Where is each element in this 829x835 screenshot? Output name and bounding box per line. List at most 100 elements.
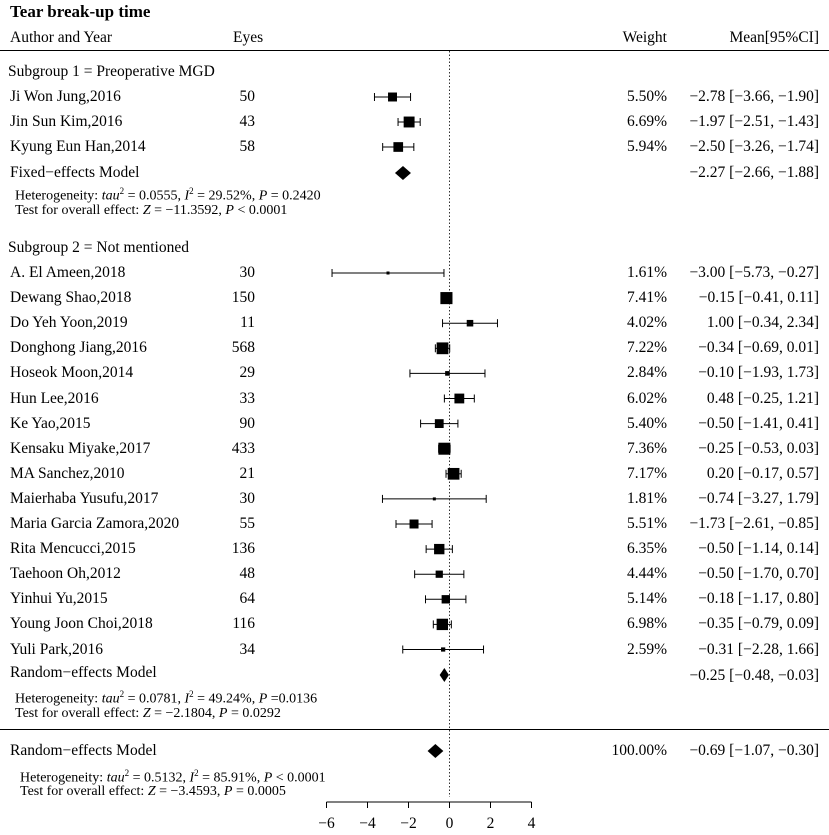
overall-effect-prefix: Test for overall effect: <box>15 203 143 218</box>
study-weight: 5.94% <box>626 138 667 155</box>
overall-effect-prefix: Test for overall effect: <box>15 706 143 721</box>
study-name: Young Joon Choi,2018 <box>10 615 153 633</box>
squared-superscript: 2 <box>119 186 125 196</box>
i2-label: I <box>189 770 195 786</box>
study-weight: 7.22% <box>626 339 667 357</box>
squared-superscript: 2 <box>124 768 130 778</box>
z-value: = −2.1804, <box>150 706 219 721</box>
study-name: A. El Ameen,2018 <box>10 264 126 281</box>
pooled-ci-1: −2.27 [−2.66, −1.88] <box>689 164 819 181</box>
header-rule <box>0 50 829 51</box>
tau2-label: tau <box>101 691 120 707</box>
study-ci: −1.73 [−2.61, −0.85] <box>689 515 819 532</box>
study-name: Donghong Jiang,2016 <box>10 339 147 357</box>
tau2-label: tau <box>101 188 120 204</box>
squared-superscript: 2 <box>189 186 194 196</box>
study-ci: −0.50 [−1.70, 0.70] <box>698 565 819 583</box>
p-label: P <box>263 770 273 786</box>
study-eyes: 29 <box>239 364 256 382</box>
study-eyes: 136 <box>231 540 255 558</box>
p-value: = 0.2420 <box>267 188 321 204</box>
study-name: Kyung Eun Han,2014 <box>10 138 146 155</box>
study-ci: −0.25 [−0.53, 0.03] <box>698 439 819 457</box>
i2-value: = 85.91%, <box>198 770 264 786</box>
study-name: Dewang Shao,2018 <box>10 289 132 307</box>
heterogeneity-prefix: Heterogeneity: <box>20 770 107 786</box>
z-value: = −11.3592, <box>150 203 226 218</box>
weight-square-s2-4 <box>445 371 450 376</box>
study-ci: −3.00 [−5.73, −0.27] <box>689 264 819 281</box>
header-ci: Mean[95%CI] <box>729 29 819 46</box>
study-ci: 0.20 [−0.17, 0.57] <box>706 464 819 482</box>
study-eyes: 30 <box>239 264 256 281</box>
study-eyes: 33 <box>239 389 256 407</box>
tau2-value: = 0.5132, <box>129 770 190 786</box>
weight-square-s1-1 <box>403 116 415 128</box>
weight-square-s1-2 <box>393 142 404 152</box>
squared-superscript: 2 <box>194 768 199 778</box>
study-weight: 2.59% <box>626 640 667 658</box>
study-name: Rita Mencucci,2015 <box>10 540 136 558</box>
study-name: Maierhaba Yusufu,2017 <box>10 489 159 507</box>
header-weight: Weight <box>622 29 667 46</box>
tau2-value: = 0.0555, <box>124 188 185 204</box>
study-ci: −1.97 [−2.51, −1.43] <box>689 113 819 130</box>
heterogeneity-prefix: Heterogeneity: <box>15 188 102 204</box>
weight-square-s2-3 <box>436 342 449 355</box>
x-tick-label: −4 <box>359 815 376 832</box>
overall-ci: −0.69 [−1.07, −0.30] <box>689 742 819 759</box>
study-eyes: 58 <box>239 138 256 155</box>
study-eyes: 21 <box>239 464 256 482</box>
weight-square-s2-10 <box>409 519 419 529</box>
x-tick-label: −2 <box>400 815 417 832</box>
study-eyes: 150 <box>231 289 255 307</box>
weight-square-s2-11 <box>434 543 445 555</box>
weight-square-s1-0 <box>388 92 397 102</box>
study-ci: −0.34 [−0.69, 0.01] <box>698 339 819 357</box>
study-ci: −0.50 [−1.41, 0.41] <box>698 414 819 432</box>
study-eyes: 50 <box>239 88 256 105</box>
p-label: P <box>218 706 228 721</box>
pooled-label-2: Random−effects Model <box>10 664 157 681</box>
study-eyes: 11 <box>240 314 255 332</box>
squared-superscript: 2 <box>119 689 125 699</box>
pooled-diamond-2 <box>439 668 449 682</box>
i2-value: = 29.52%, <box>193 188 259 204</box>
i2-label: I <box>184 188 190 204</box>
heterogeneity-overall: Heterogeneity: tau2 = 0.5132, I2 = 85.91… <box>20 763 326 789</box>
p-value: = 0.0005 <box>232 784 286 799</box>
study-ci: 1.00 [−0.34, 2.34] <box>706 314 819 332</box>
weight-square-s2-8 <box>447 467 460 480</box>
tau2-label: tau <box>106 770 125 786</box>
study-weight: 6.02% <box>626 389 667 407</box>
x-tick-label: 4 <box>527 815 536 832</box>
weight-square-s2-9 <box>432 497 436 501</box>
subgroup-2-label: Subgroup 2 = Not mentioned <box>8 239 189 256</box>
study-name: Ke Yao,2015 <box>10 414 91 432</box>
study-eyes: 48 <box>239 565 256 583</box>
overall-effect-2: Test for overall effect: Z = −2.1804, P … <box>15 704 281 724</box>
study-name: MA Sanchez,2010 <box>10 464 125 482</box>
study-eyes: 568 <box>231 339 255 357</box>
x-tick-label: −6 <box>318 815 335 832</box>
study-ci: 0.48 [−0.25, 1.21] <box>706 389 819 407</box>
study-ci: −2.78 [−3.66, −1.90] <box>689 88 819 105</box>
weight-square-s2-7 <box>438 442 451 455</box>
overall-diamond <box>427 744 444 758</box>
overall-rule <box>0 729 829 730</box>
study-weight: 2.84% <box>626 364 667 382</box>
header-study: Author and Year <box>10 29 113 46</box>
weight-square-s2-5 <box>454 393 465 404</box>
study-weight: 4.02% <box>626 314 667 332</box>
overall-effect-1: Test for overall effect: Z = −11.3592, P… <box>15 201 287 221</box>
study-weight: 5.14% <box>626 590 667 608</box>
tau2-value: = 0.0781, <box>124 691 185 707</box>
overall-effect-overall: Test for overall effect: Z = −3.4593, P … <box>20 782 286 802</box>
p-label: P <box>223 784 233 799</box>
study-ci: −2.50 [−3.26, −1.74] <box>689 138 819 155</box>
squared-superscript: 2 <box>189 689 194 699</box>
study-weight: 7.36% <box>626 439 667 457</box>
study-ci: −0.10 [−1.93, 1.73] <box>698 364 819 382</box>
overall-weight: 100.00% <box>611 742 667 759</box>
